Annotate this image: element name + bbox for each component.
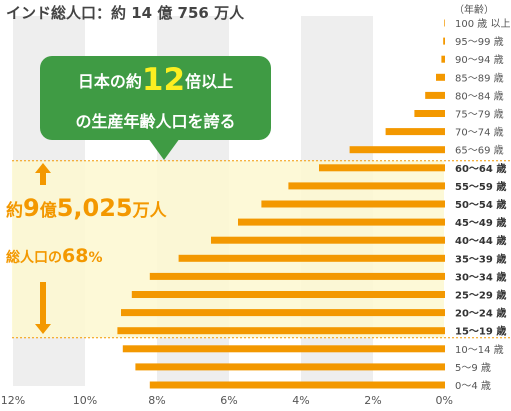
bar xyxy=(436,73,445,81)
x-axis-labels: 12% 10% 8% 6% 4% 2% 0% xyxy=(1,394,453,407)
bar xyxy=(288,182,445,190)
x-tick-label: 10% xyxy=(73,394,97,407)
up-arrow-icon xyxy=(35,163,51,185)
x-tick-label: 4% xyxy=(292,394,309,407)
bar xyxy=(349,146,445,154)
x-tick-label: 0% xyxy=(436,394,453,407)
bar xyxy=(135,363,445,371)
age-label: 90〜94 歳 xyxy=(455,54,504,66)
age-label: 65〜69 歳 xyxy=(455,145,504,157)
x-tick-label: 12% xyxy=(1,394,25,407)
bar xyxy=(117,327,446,335)
bar xyxy=(238,218,445,226)
age-label: 100 歳 以上 xyxy=(455,18,510,30)
age-label: 50〜54 歳 xyxy=(455,198,506,211)
bar xyxy=(178,254,445,262)
callout-line1-pre: 日本の約 xyxy=(77,72,142,91)
stat2-pre: 総人口の xyxy=(6,250,62,266)
age-label: 70〜74 歳 xyxy=(455,127,504,139)
bar xyxy=(122,345,446,353)
age-label: 20〜24 歳 xyxy=(455,307,506,320)
age-labels: 100 歳 以上 95〜99 歳 90〜94 歳 85〜89 歳 80〜84 歳 75〜7… xyxy=(455,18,510,392)
stat1-number: 9 xyxy=(23,194,40,222)
age-label: 10〜14 歳 xyxy=(455,344,504,356)
callout-line1-number: 12 xyxy=(141,62,186,98)
working-age-share: 総人口の68% xyxy=(6,245,102,267)
unit-label: （年齢） xyxy=(454,3,494,16)
working-age-population: 約9億5,025万人 xyxy=(6,194,167,222)
callout-line1: 日本の約12倍以上 xyxy=(40,62,271,98)
age-label: 60〜64 歳 xyxy=(455,162,506,175)
callout-line1-post: 倍以上 xyxy=(185,72,234,91)
bar xyxy=(385,128,445,136)
bar xyxy=(121,309,445,317)
down-arrow-icon xyxy=(35,282,51,334)
bar xyxy=(443,37,445,45)
age-label: 15〜19 歳 xyxy=(455,325,506,338)
age-label: 80〜84 歳 xyxy=(455,90,504,102)
stat1-post: 万人 xyxy=(132,201,167,221)
age-label: 85〜89 歳 xyxy=(455,72,504,84)
age-label: 30〜34 歳 xyxy=(455,270,506,283)
age-label: 5〜9 歳 xyxy=(455,362,491,374)
bar xyxy=(319,164,445,172)
bar xyxy=(444,19,445,27)
bars xyxy=(117,19,446,389)
x-tick-label: 8% xyxy=(148,394,165,407)
age-label: 55〜59 歳 xyxy=(455,180,506,193)
bar xyxy=(425,91,445,99)
page-title: インド総人口：約 14 億 756 万人 xyxy=(6,4,245,22)
stat2-number: 68 xyxy=(62,245,89,267)
age-label: 45〜49 歳 xyxy=(455,216,506,229)
callout-bubble: 日本の約12倍以上 の生産年齢人口を誇る xyxy=(40,56,271,160)
bar xyxy=(211,236,445,244)
x-tick-label: 2% xyxy=(364,394,381,407)
bar xyxy=(441,55,445,63)
bar xyxy=(414,110,445,117)
age-label: 75〜79 歳 xyxy=(455,109,504,121)
stat1-mid: 億 xyxy=(39,201,57,221)
age-label: 35〜39 歳 xyxy=(455,252,506,265)
stat2-post: % xyxy=(88,250,103,266)
working-age-highlight xyxy=(12,160,444,338)
bar xyxy=(149,381,446,389)
stat1-number2: 5,025 xyxy=(56,194,133,222)
callout-line2: の生産年齢人口を誇る xyxy=(75,112,236,131)
bar xyxy=(149,272,446,280)
age-label: 40〜44 歳 xyxy=(455,234,506,247)
age-label: 25〜29 歳 xyxy=(455,289,506,302)
age-label: 95〜99 歳 xyxy=(455,36,504,48)
age-label: 0〜4 歳 xyxy=(455,380,491,392)
bar xyxy=(131,291,446,298)
x-tick-label: 6% xyxy=(220,394,237,407)
stat1-pre: 約 xyxy=(6,201,23,221)
bar xyxy=(261,200,445,208)
